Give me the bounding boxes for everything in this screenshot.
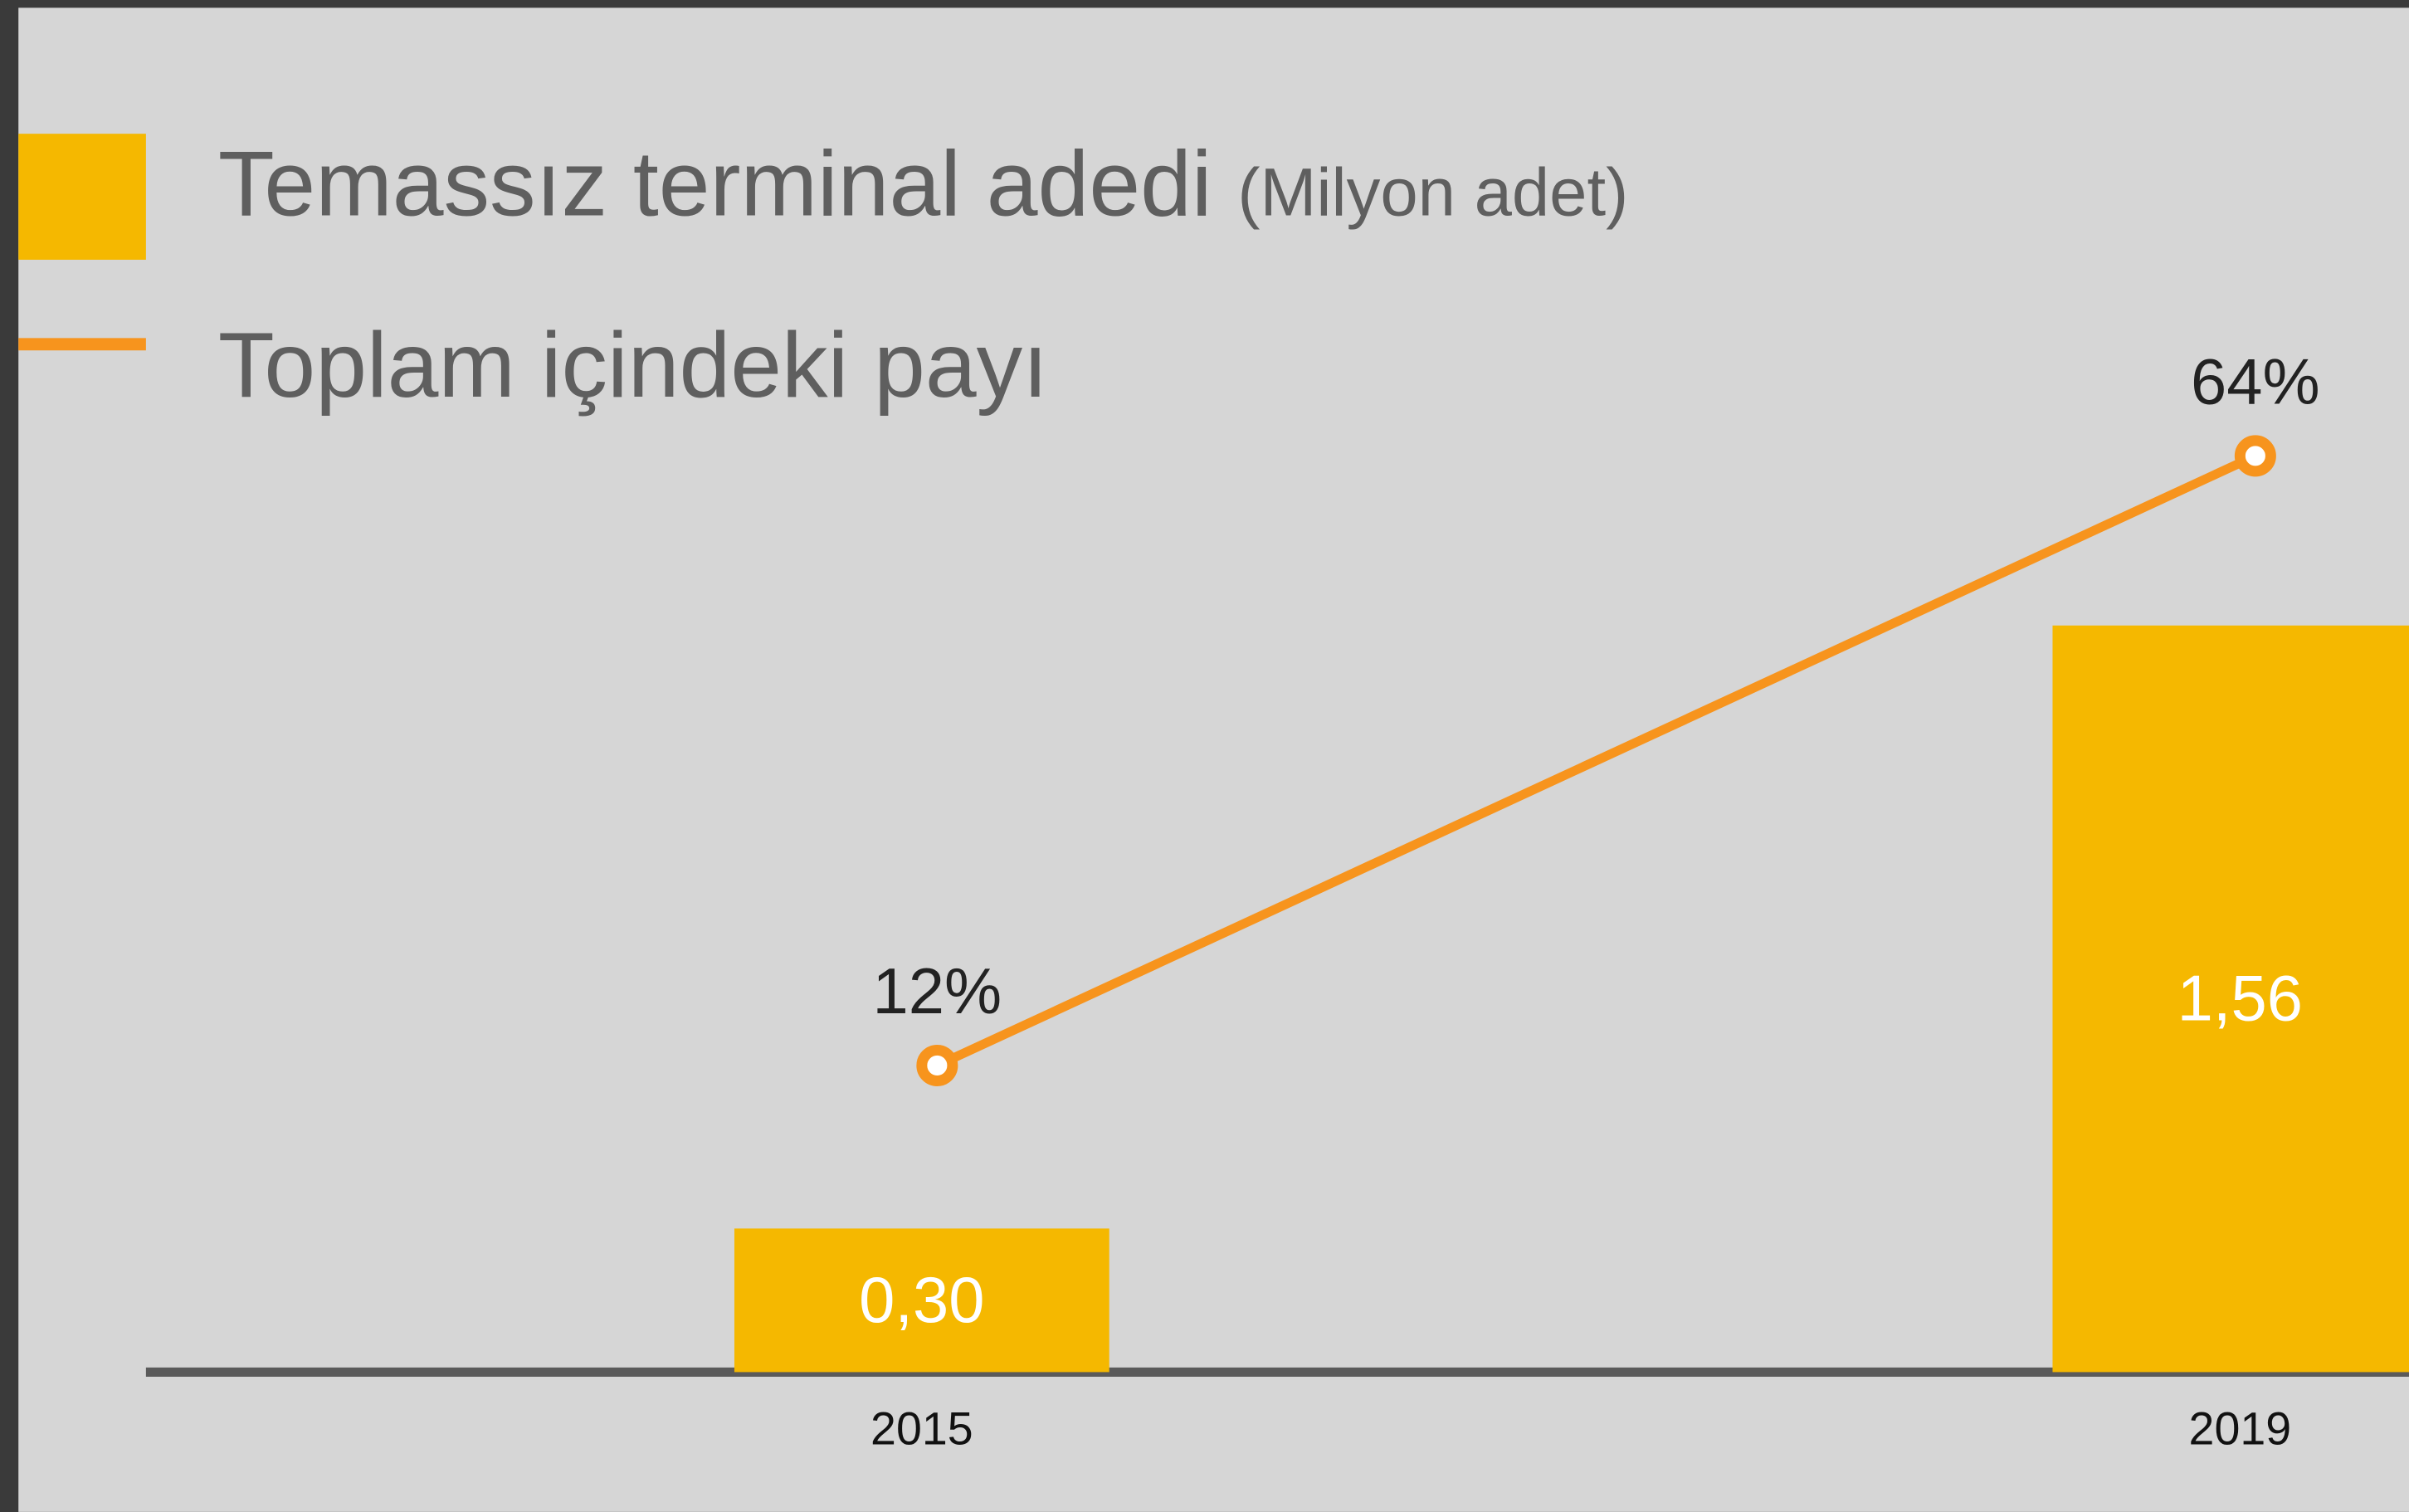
x-tick-label: 2019 [2189,1402,2292,1454]
legend-unit: (Milyon adet) [1237,154,1628,230]
legend-name: Temassız terminal adedi [218,131,1212,235]
data-label: 1,56 [2177,963,2303,1034]
legend-label: Toplam içindeki payı [218,313,1048,417]
legend-label: Temassız terminal adedi (Milyon adet) [218,131,1628,235]
x-tick-label: 2015 [870,1402,973,1454]
bar [734,1228,1109,1373]
legend-swatch [18,134,146,260]
legend: Temassız terminal adedi (Milyon adet) To… [18,131,1628,417]
bar [2052,625,2409,1373]
panel [18,7,2409,1512]
data-label: 64% [2191,346,2320,417]
data-label: 12% [873,956,1002,1027]
line [935,451,2258,1070]
data-label: 0,30 [859,1265,984,1336]
line-marker [2234,435,2276,477]
line-marker [916,1044,958,1086]
